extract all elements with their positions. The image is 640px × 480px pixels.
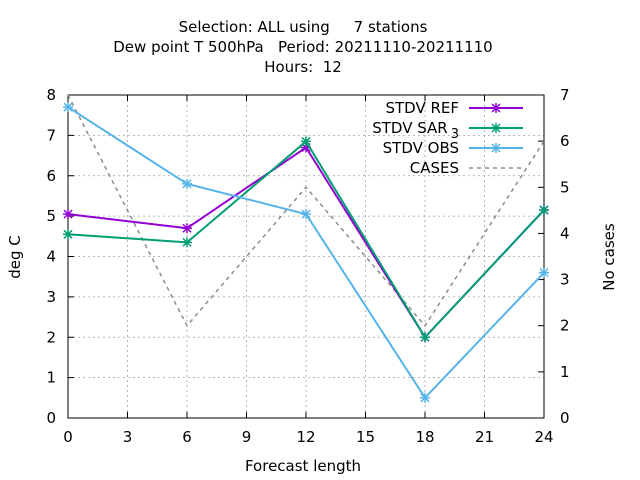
legend-label: STDV SAR 3 — [372, 119, 459, 142]
title-line: Hours: 12 — [264, 58, 342, 76]
y-tick-label: 3 — [46, 288, 56, 306]
chart-title: Selection: ALL using 7 stations Dew point… — [113, 18, 492, 76]
y-tick-label: 8 — [46, 86, 56, 104]
y-tick-label: 7 — [46, 126, 56, 144]
x-tick-label: 18 — [415, 428, 434, 446]
x-tick-label: 0 — [63, 428, 73, 446]
series-stdv-sar — [63, 136, 549, 343]
series-layer — [63, 94, 549, 403]
legend-label: STDV OBS — [383, 139, 459, 157]
legend-entry: STDV SAR 3 — [372, 119, 523, 142]
legend-entry: STDV OBS — [383, 139, 523, 157]
x-tick-label: 9 — [242, 428, 252, 446]
y2-tick-label: 7 — [560, 86, 570, 104]
x-tick-label: 24 — [534, 428, 553, 446]
y-tick-label: 4 — [46, 248, 56, 266]
y-tick-label: 1 — [46, 369, 56, 387]
x-tick-label: 21 — [475, 428, 494, 446]
x-tick-label: 6 — [182, 428, 192, 446]
title-line: Dew point T 500hPa Period: 20211110-2021… — [113, 38, 492, 56]
y2-tick-label: 4 — [560, 224, 570, 242]
series-stdv-obs — [63, 102, 549, 403]
y2-tick-label: 3 — [560, 271, 570, 289]
series-line — [67, 94, 545, 328]
series-stdv-ref — [63, 142, 549, 343]
y-tick-label: 6 — [46, 167, 56, 185]
x-tick-label: 12 — [296, 428, 315, 446]
legend-label: CASES — [410, 159, 459, 177]
y2-tick-label: 0 — [560, 409, 570, 427]
y2-tick-label: 2 — [560, 317, 570, 335]
y2-tick-label: 1 — [560, 363, 570, 381]
x-tick-label: 3 — [123, 428, 133, 446]
legend-entry: STDV REF — [385, 99, 523, 117]
x-tick-label: 15 — [356, 428, 375, 446]
y-tick-label: 0 — [46, 409, 56, 427]
title-line: Selection: ALL using 7 stations — [179, 18, 428, 36]
x-axis-label: Forecast length — [245, 457, 361, 475]
y2-axis-label: No cases — [600, 223, 618, 291]
y-tick-label: 5 — [46, 207, 56, 225]
y-axis-left: 0 1 2 3 4 5 6 7 8 — [46, 86, 74, 427]
legend-label: STDV REF — [385, 99, 459, 117]
y-axis-right: 0 1 2 3 4 5 6 7 — [538, 86, 570, 427]
y-tick-label: 2 — [46, 328, 56, 346]
y-axis-label: deg C — [6, 235, 24, 279]
legend-entry: CASES — [410, 159, 523, 177]
series-cases — [67, 94, 545, 328]
x-axis: 0 3 6 9 12 15 18 21 24 — [63, 95, 554, 446]
y2-tick-label: 6 — [560, 132, 570, 150]
y2-tick-label: 5 — [560, 178, 570, 196]
grid — [68, 95, 544, 418]
